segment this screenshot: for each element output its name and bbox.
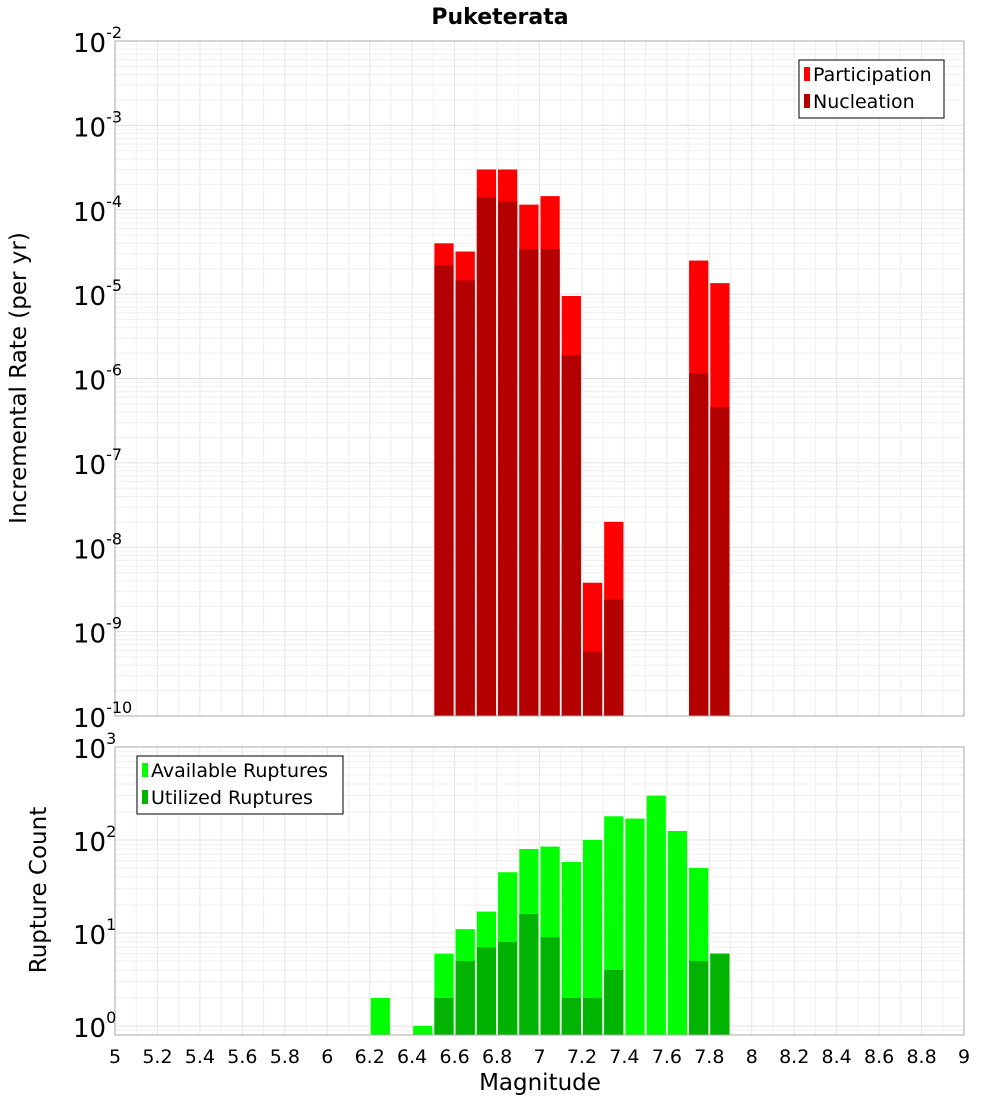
top-y-tick-label: 10-5	[73, 276, 122, 312]
bottom-y-tick-label: 101	[73, 915, 116, 951]
top-bar-secondary	[498, 201, 518, 716]
top-bar-secondary	[689, 373, 709, 716]
top-y-axis-label: Incremental Rate (per yr)	[6, 232, 32, 524]
bottom-bar-secondary	[476, 947, 497, 1035]
top-bar-secondary	[519, 249, 539, 716]
bottom-x-tick-label: 5.8	[270, 1046, 300, 1068]
bottom-legend: Available Ruptures Utilized Ruptures	[136, 755, 344, 815]
top-legend-box	[798, 59, 945, 119]
bottom-x-tick-label: 6.4	[397, 1046, 427, 1068]
top-grid	[114, 41, 965, 717]
bottom-legend-swatch	[142, 790, 148, 804]
bottom-x-tick-label: 6.8	[482, 1046, 512, 1068]
top-bar-secondary	[582, 651, 603, 716]
top-bar-secondary	[604, 599, 624, 716]
bottom-bar-secondary	[540, 937, 560, 1035]
top-legend-swatch	[804, 94, 810, 108]
top-y-tick-label: 10-10	[73, 698, 132, 734]
bottom-x-tick-label: 8.6	[864, 1046, 894, 1068]
top-y-tick-label: 10-9	[73, 614, 122, 650]
bottom-bar-secondary	[434, 997, 454, 1035]
bottom-x-tick-label: 6	[321, 1046, 333, 1068]
bottom-x-tick-label: 7	[533, 1046, 545, 1068]
bottom-bar-secondary	[561, 997, 581, 1035]
top-y-tick-label: 10-8	[73, 529, 122, 565]
top-panel: 10-2 10-3 10-4 10-5 10-6 10-7 10-8 10-9 10-10 Par…	[73, 23, 965, 734]
top-legend-label: Nucleation	[813, 91, 915, 113]
top-y-tick-label: 10-4	[73, 192, 122, 228]
top-bar-secondary	[476, 197, 497, 717]
bottom-x-tick-label: 8	[746, 1046, 758, 1068]
bottom-bar-primary	[370, 997, 390, 1035]
bottom-bar-primary	[667, 830, 688, 1035]
bottom-x-tick-label: 5.4	[185, 1046, 215, 1068]
bottom-bar-primary	[646, 795, 666, 1035]
bottom-bar-primary	[582, 839, 603, 1035]
bottom-x-tick-label: 7.6	[652, 1046, 682, 1068]
top-legend-swatch	[804, 67, 810, 81]
bottom-bar-secondary	[604, 969, 624, 1035]
bottom-x-tick-label: 5.6	[227, 1046, 257, 1068]
top-series-secondary	[434, 197, 730, 717]
top-bar-secondary	[561, 354, 581, 716]
top-legend: Participation Nucleation	[798, 59, 945, 119]
top-bar-secondary	[434, 265, 454, 716]
bottom-x-tick-label: 5.2	[142, 1046, 172, 1068]
bottom-x-tick-label: 8.8	[906, 1046, 936, 1068]
bottom-bar-primary	[413, 1025, 433, 1035]
bottom-x-tick-label: 8.4	[822, 1046, 852, 1068]
bottom-bar-secondary	[519, 914, 539, 1035]
bottom-legend-swatch	[142, 763, 148, 777]
top-bars	[434, 169, 730, 717]
bottom-bar-secondary	[710, 953, 730, 1035]
x-axis-label: Magnitude	[479, 1070, 601, 1096]
top-y-tick-label: 10-3	[73, 107, 122, 143]
bottom-bar-secondary	[689, 960, 709, 1035]
bottom-x-tick-label: 6.6	[439, 1046, 469, 1068]
bottom-plot-frame	[114, 746, 965, 1036]
top-y-tick-label: 10-7	[73, 445, 122, 481]
top-y-tick-label: 10-2	[73, 23, 122, 59]
bottom-bar-primary	[561, 861, 581, 1035]
bottom-y-tick-label: 103	[73, 729, 116, 765]
bottom-y-ticks: 103 102 101 100	[73, 729, 116, 1044]
bottom-legend-box	[136, 755, 344, 815]
bottom-x-tick-label: 5	[109, 1046, 121, 1068]
bottom-bar-secondary	[455, 960, 475, 1035]
bottom-x-tick-label: 8.2	[779, 1046, 809, 1068]
bottom-grid	[114, 747, 965, 1036]
bottom-bars	[370, 795, 730, 1035]
bottom-x-tick-label: 7.4	[609, 1046, 639, 1068]
top-y-ticks: 10-2 10-3 10-4 10-5 10-6 10-7 10-8 10-9 10-10	[73, 23, 132, 734]
bottom-bar-secondary	[582, 997, 603, 1035]
bottom-legend-label: Utilized Ruptures	[151, 787, 313, 809]
bottom-series-secondary	[434, 914, 730, 1035]
top-y-tick-label: 10-6	[73, 361, 122, 397]
bottom-x-ticks: 5 5.2 5.4 5.6 5.8 6 6.2 6.4 6.6 6.8 7 7.2 7.4 7.6 7.8 8…	[109, 1046, 970, 1068]
top-legend-label: Participation	[813, 64, 932, 86]
bottom-y-axis-label: Rupture Count	[26, 807, 52, 973]
bottom-x-tick-label: 7.8	[694, 1046, 724, 1068]
bottom-legend-label: Available Ruptures	[151, 760, 328, 782]
bottom-x-tick-label: 6.2	[355, 1046, 385, 1068]
bottom-x-tick-label: 7.2	[567, 1046, 597, 1068]
top-bar-secondary	[710, 406, 730, 716]
top-bar-secondary	[455, 280, 475, 716]
bottom-y-tick-label: 102	[73, 822, 116, 858]
bottom-bar-primary	[625, 818, 645, 1035]
chart-title: Puketerata	[431, 5, 568, 30]
top-plot-frame	[114, 40, 965, 717]
bottom-x-tick-label: 9	[958, 1046, 970, 1068]
bottom-bar-secondary	[498, 942, 518, 1035]
top-bar-secondary	[540, 249, 560, 716]
bottom-y-tick-label: 100	[73, 1008, 116, 1044]
